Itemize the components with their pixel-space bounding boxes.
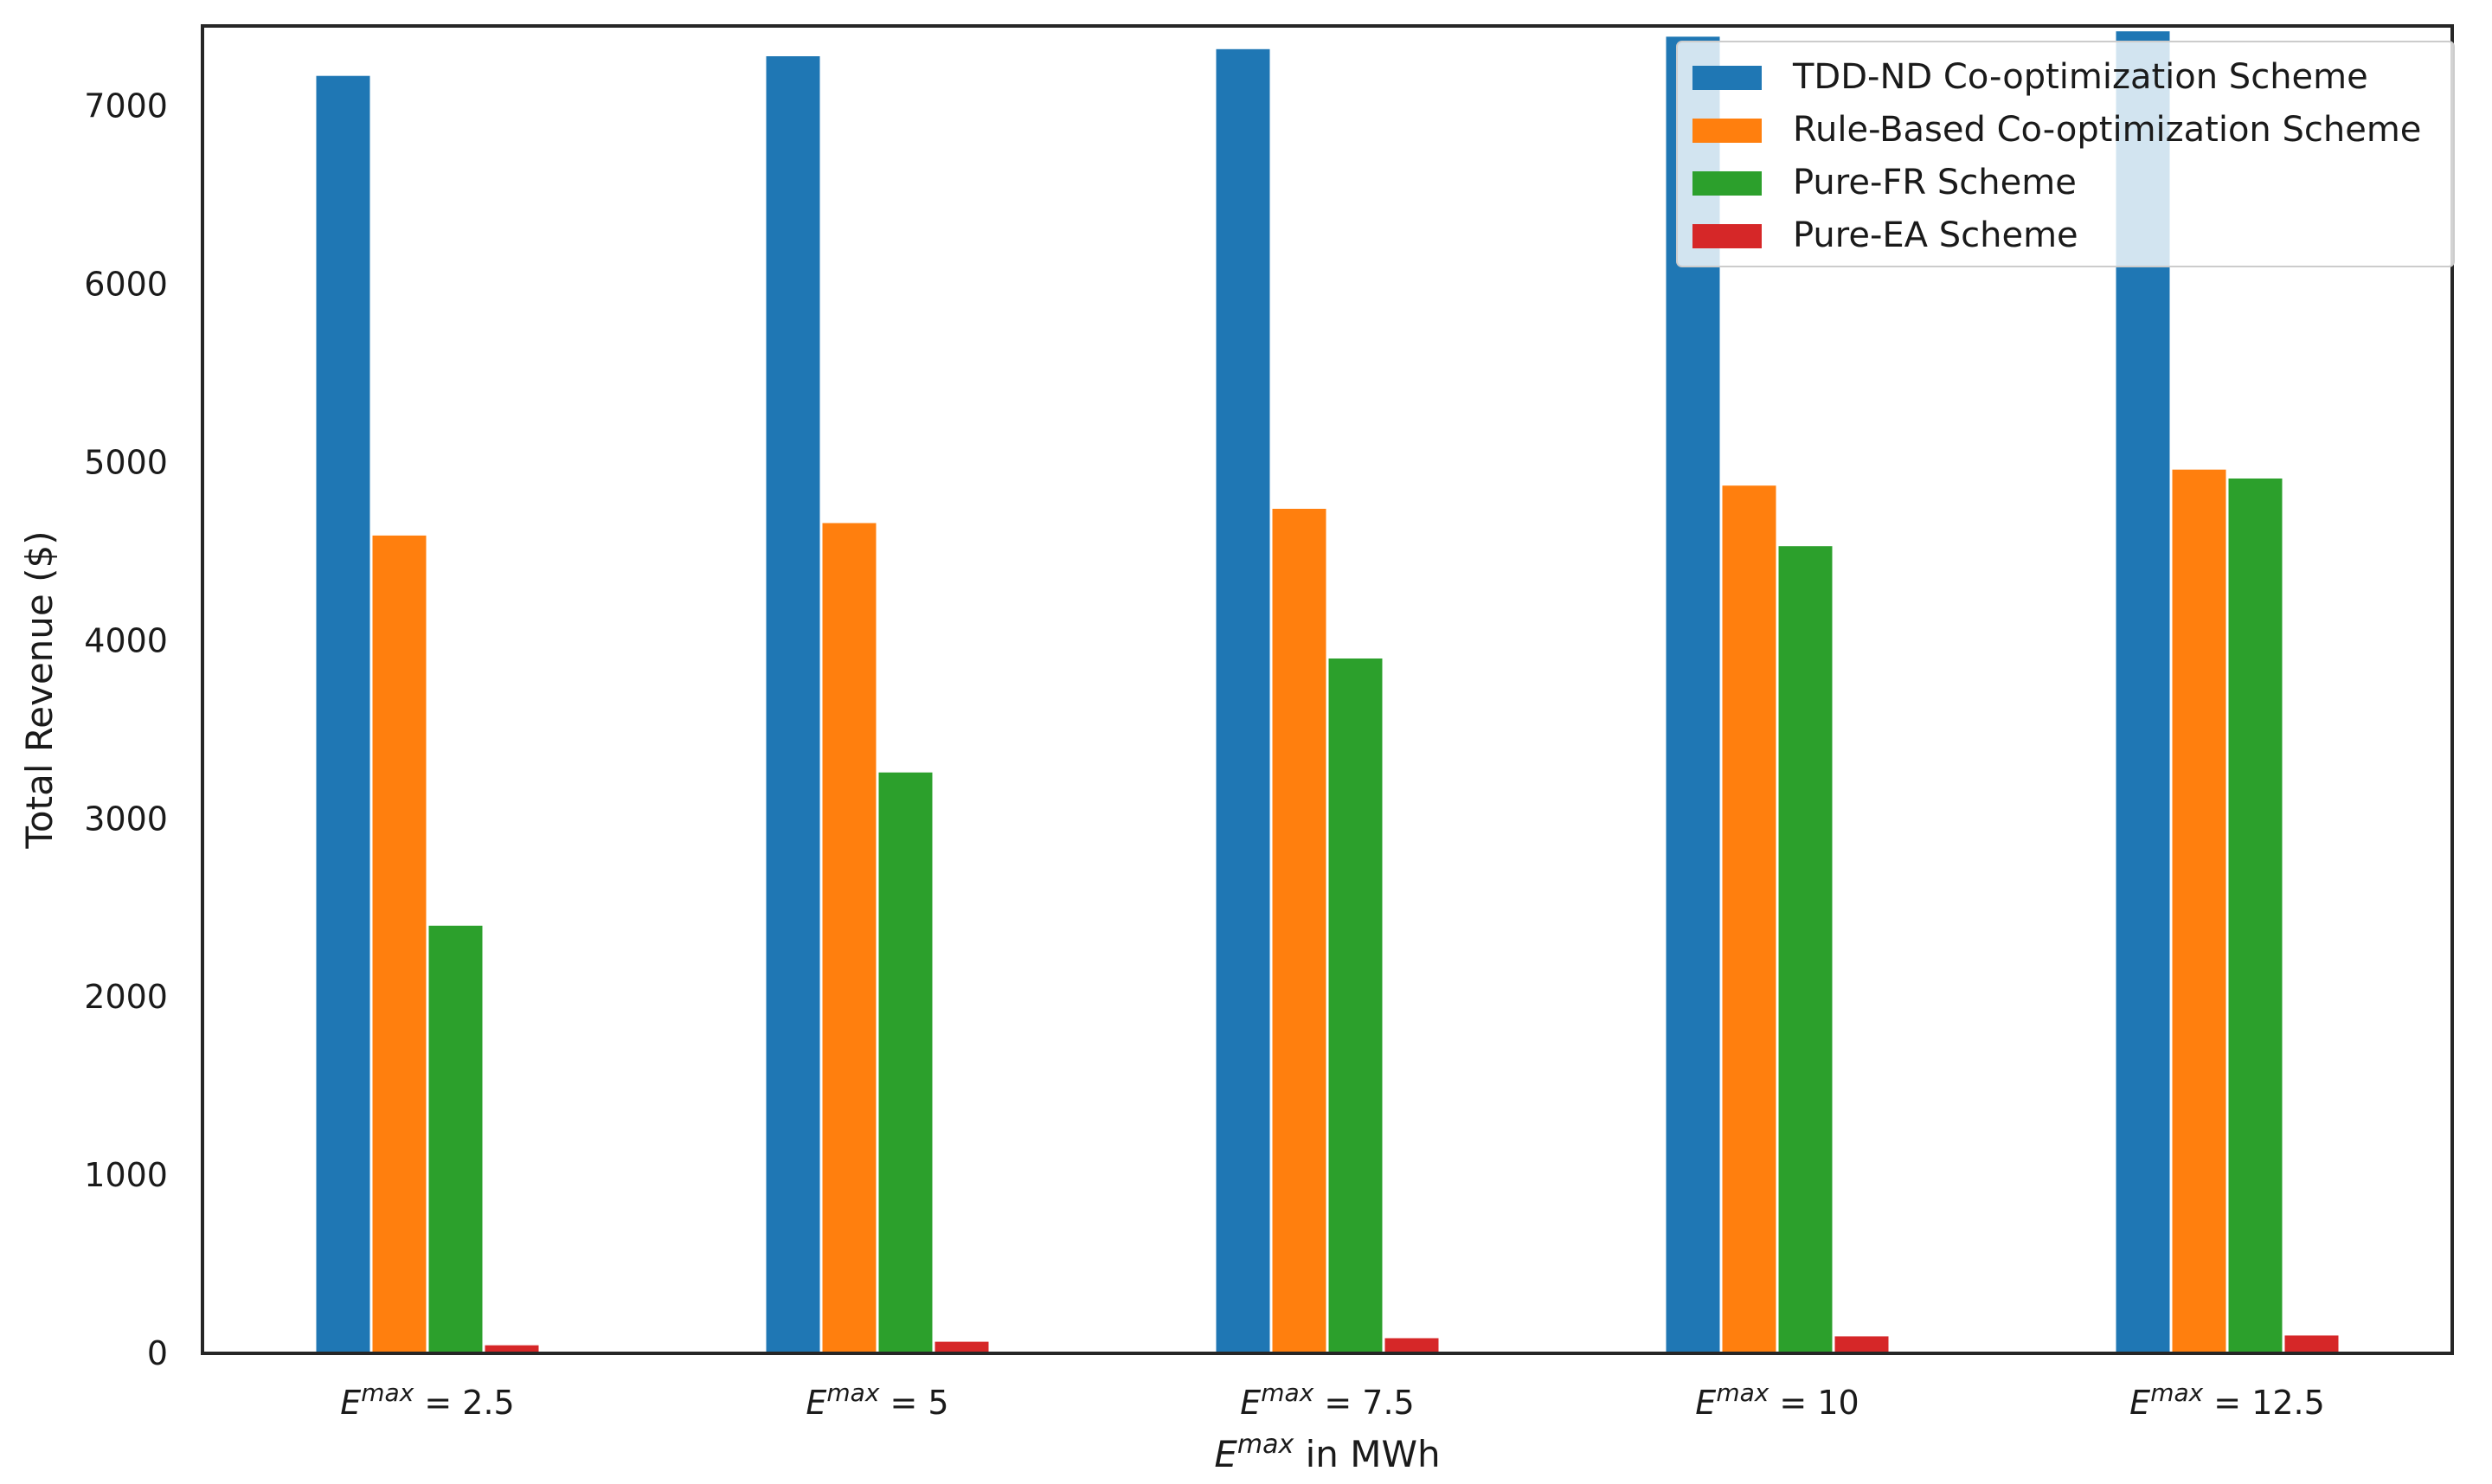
legend-swatch-1: [1692, 66, 1762, 90]
x-tick-label: Emax = 12.5: [2129, 1378, 2325, 1422]
bar-series-2-cat-5: [2172, 469, 2226, 1353]
y-tick-label: 7000: [84, 87, 168, 125]
bar-series-3-cat-4: [1778, 546, 1833, 1353]
bar-series-1-cat-2: [766, 56, 820, 1353]
bar-series-1-cat-1: [316, 75, 370, 1354]
bar-series-4-cat-5: [2284, 1335, 2339, 1353]
legend-label-1: TDD-ND Co-optimization Scheme: [1792, 57, 2368, 97]
bar-series-1-cat-3: [1216, 48, 1270, 1353]
x-axis-label-sup: max: [1237, 1429, 1294, 1460]
x-tick-label: Emax = 7.5: [1240, 1378, 1414, 1422]
y-tick-label: 5000: [84, 444, 168, 482]
bar-series-2-cat-1: [372, 535, 427, 1353]
legend-swatch-3: [1692, 171, 1762, 196]
bar-series-2-cat-4: [1722, 485, 1776, 1353]
bar-series-4-cat-2: [934, 1341, 989, 1353]
legend-frame: [1676, 41, 2455, 267]
legend-items: TDD-ND Co-optimization Scheme Rule-Based …: [1692, 57, 2421, 255]
x-axis-label: Emax in MWh: [1214, 1429, 1440, 1475]
x-axis-label-rest: in MWh: [1294, 1433, 1440, 1475]
bar-series-3-cat-5: [2228, 479, 2283, 1353]
bar-series-2-cat-3: [1272, 509, 1326, 1353]
y-tick-label: 2000: [84, 978, 168, 1016]
bar-series-3-cat-3: [1328, 658, 1383, 1353]
x-axis-label-var: E: [1214, 1433, 1237, 1475]
bar-series-4-cat-3: [1384, 1338, 1439, 1353]
bar-series-2-cat-2: [822, 523, 877, 1353]
y-tick-label: 3000: [84, 800, 168, 838]
x-tick-label: Emax = 10: [1695, 1378, 1859, 1422]
y-tick-label: 4000: [84, 621, 168, 659]
y-tick-label: 1000: [84, 1156, 168, 1194]
bar-series-3-cat-1: [428, 925, 483, 1353]
legend: TDD-ND Co-optimization Scheme Rule-Based …: [1676, 41, 2455, 267]
bar-series-3-cat-2: [878, 772, 933, 1353]
y-tick-label: 6000: [84, 266, 168, 304]
legend-label-4: Pure-EA Scheme: [1793, 215, 2078, 255]
plot-frame: [201, 24, 2454, 1355]
legend-swatch-4: [1692, 224, 1762, 248]
x-tick-label: Emax = 5: [806, 1378, 948, 1422]
y-axis-ticks: 0 1000 2000 3000 4000 5000 6000 7000: [84, 87, 168, 1372]
y-tick-label: 0: [147, 1334, 168, 1372]
legend-label-2: Rule-Based Co-optimization Scheme: [1793, 110, 2421, 150]
legend-label-3: Pure-FR Scheme: [1793, 163, 2077, 202]
legend-swatch-2: [1692, 119, 1762, 143]
y-axis-label: Total Revenue ($): [18, 530, 61, 849]
x-axis-categories: Emax = 2.5 Emax = 5 Emax = 7.5 Emax = 10 Ema…: [340, 1378, 2325, 1422]
x-tick-label: Emax = 2.5: [340, 1378, 514, 1422]
bar-series-4-cat-1: [485, 1345, 539, 1353]
bar-series-4-cat-4: [1834, 1336, 1889, 1353]
